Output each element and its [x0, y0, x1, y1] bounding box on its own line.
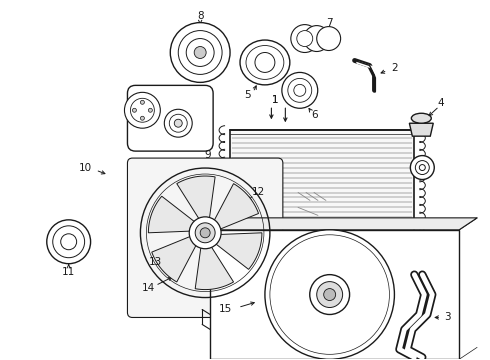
Circle shape [47, 220, 91, 264]
Circle shape [297, 31, 313, 46]
Text: 4: 4 [438, 98, 444, 108]
Circle shape [189, 217, 221, 249]
Circle shape [317, 27, 341, 50]
Polygon shape [148, 196, 197, 233]
Polygon shape [274, 256, 318, 288]
Text: 1: 1 [272, 95, 279, 105]
Circle shape [282, 72, 318, 108]
Text: 12: 12 [251, 187, 265, 197]
Circle shape [141, 116, 145, 120]
Polygon shape [195, 244, 234, 289]
Ellipse shape [246, 45, 284, 80]
Bar [230, 130, 415, 280]
Circle shape [294, 84, 306, 96]
Text: 13: 13 [149, 257, 162, 267]
Circle shape [178, 31, 222, 75]
Text: 10: 10 [79, 163, 92, 173]
Circle shape [291, 24, 318, 53]
Circle shape [324, 289, 336, 301]
Polygon shape [292, 239, 327, 280]
Polygon shape [213, 184, 259, 230]
Circle shape [416, 161, 429, 175]
Text: 8: 8 [197, 11, 203, 21]
Text: 1: 1 [272, 95, 278, 105]
Circle shape [255, 53, 275, 72]
Circle shape [164, 109, 192, 137]
Text: 5: 5 [245, 90, 251, 100]
Bar [210, 230, 459, 359]
Text: 15: 15 [219, 305, 232, 315]
Text: 14: 14 [142, 283, 155, 293]
Polygon shape [210, 218, 477, 230]
Polygon shape [277, 300, 317, 338]
Circle shape [410, 156, 434, 180]
Polygon shape [345, 294, 388, 320]
Circle shape [53, 226, 85, 258]
Text: 3: 3 [444, 312, 450, 323]
Circle shape [148, 108, 152, 112]
Polygon shape [339, 242, 374, 284]
FancyBboxPatch shape [127, 85, 213, 151]
Circle shape [419, 165, 425, 171]
Polygon shape [409, 123, 433, 136]
Polygon shape [272, 285, 312, 311]
Text: 9: 9 [205, 150, 212, 160]
Circle shape [132, 108, 136, 112]
Circle shape [171, 23, 230, 82]
Polygon shape [338, 306, 378, 344]
Polygon shape [177, 176, 215, 222]
Circle shape [317, 282, 343, 307]
Circle shape [194, 46, 206, 58]
Circle shape [265, 230, 394, 359]
Circle shape [124, 92, 160, 128]
Circle shape [310, 275, 349, 315]
Polygon shape [345, 263, 387, 294]
Circle shape [304, 26, 330, 51]
Circle shape [200, 228, 210, 238]
Circle shape [195, 223, 215, 243]
Ellipse shape [412, 113, 431, 123]
Polygon shape [297, 309, 325, 352]
Circle shape [186, 39, 214, 67]
Text: 7: 7 [326, 18, 333, 28]
Text: 2: 2 [391, 63, 398, 73]
Circle shape [130, 98, 154, 122]
Circle shape [169, 114, 187, 132]
Polygon shape [327, 311, 354, 352]
Text: 11: 11 [62, 267, 75, 276]
Polygon shape [321, 237, 347, 278]
Circle shape [174, 119, 182, 127]
Circle shape [141, 100, 145, 104]
Ellipse shape [240, 40, 290, 85]
Text: 6: 6 [312, 110, 318, 120]
Circle shape [288, 78, 312, 102]
Polygon shape [213, 233, 262, 269]
FancyBboxPatch shape [127, 158, 283, 318]
Circle shape [61, 234, 76, 250]
Polygon shape [152, 235, 197, 282]
